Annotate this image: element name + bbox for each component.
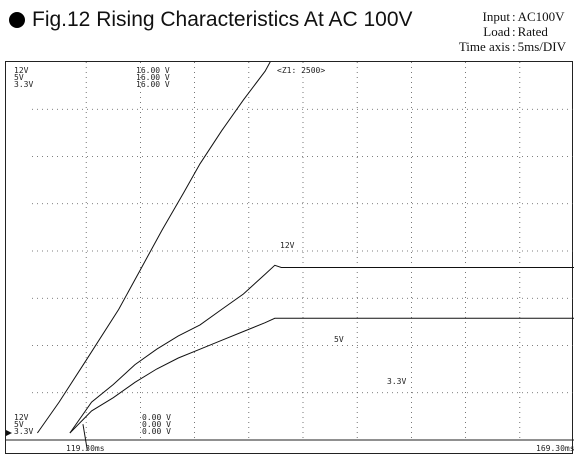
scale-label-12v-top: 16.00 V <box>136 66 170 75</box>
trace-5v <box>69 264 574 434</box>
time-start-label: 119.30ms <box>66 444 105 453</box>
condition-value-time-axis: 5ms/DIV <box>517 39 566 54</box>
scale-label-5v-bottom: 0.00 V <box>142 420 171 429</box>
bullet-icon <box>9 12 25 28</box>
ground-marker-icon <box>6 430 12 436</box>
channel-label-5v-bottom: 5V <box>14 420 24 429</box>
condition-sep: : <box>511 9 516 24</box>
channel-label-12v-top: 12V <box>14 66 29 75</box>
scale-label-3v3-top: 16.00 V <box>136 80 170 89</box>
condition-sep: : <box>511 39 516 54</box>
condition-key-time-axis: Time axis <box>458 39 510 54</box>
time-end-label: 169.30ms <box>536 444 574 453</box>
condition-key-load: Load <box>483 24 510 39</box>
figure-title: Fig.12 Rising Characteristics At AC 100V <box>9 8 413 32</box>
condition-sep: : <box>511 24 516 39</box>
traces <box>36 62 574 451</box>
channel-label-12v-bottom: 12V <box>14 413 29 422</box>
trace-3v3 <box>69 317 574 434</box>
condition-value-input: AC100V <box>517 9 565 24</box>
test-conditions: Input: AC100V Load: Rated Time axis:5ms/DI… <box>459 9 566 54</box>
zoom-label: <Z1: 2500> <box>277 66 325 75</box>
condition-key-input: Input <box>482 9 510 24</box>
trace-label-5v: 5V <box>334 335 344 344</box>
grid <box>6 62 574 441</box>
channel-label-3v3-bottom: 3.3V <box>14 427 33 436</box>
figure-title-text: Fig.12 Rising Characteristics At AC 100V <box>32 8 413 31</box>
trigger-line <box>82 424 88 451</box>
scale-label-12v-bottom: 0.00 V <box>142 413 171 422</box>
trace-12v <box>36 62 271 434</box>
scale-label-5v-top: 16.00 V <box>136 73 170 82</box>
trace-label-3v3: 3.3V <box>387 377 406 386</box>
channel-label-5v-top: 5V <box>14 73 24 82</box>
condition-value-load: Rated <box>517 24 548 39</box>
trace-label-12v: 12V <box>280 241 295 250</box>
waveform-plot: 12V 5V 3.3V 16.00 V 16.00 V 16.00 V <Z1:… <box>6 62 574 453</box>
oscilloscope-screen: 12V 5V 3.3V 16.00 V 16.00 V 16.00 V <Z1:… <box>5 61 574 454</box>
channel-label-3v3-top: 3.3V <box>14 80 33 89</box>
scale-label-3v3-bottom: 0.00 V <box>142 427 171 436</box>
